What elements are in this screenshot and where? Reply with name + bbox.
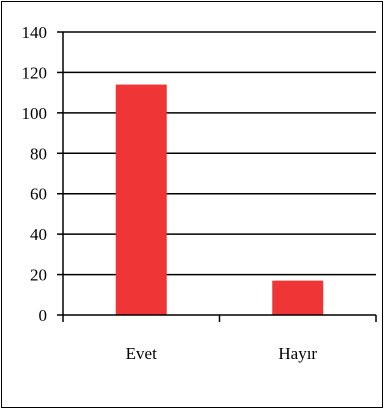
y-tick-label: 100 bbox=[22, 104, 48, 123]
axes bbox=[57, 31, 377, 322]
y-tick-label: 20 bbox=[30, 266, 47, 285]
bars bbox=[115, 84, 324, 315]
y-tick-label: 80 bbox=[30, 144, 47, 163]
y-tick-label: 0 bbox=[39, 306, 48, 325]
y-tick-label: 40 bbox=[30, 225, 47, 244]
y-tick-label: 60 bbox=[30, 185, 47, 204]
bar-1 bbox=[115, 84, 167, 315]
x-category-label: Evet bbox=[126, 344, 157, 363]
x-category-label: Hayır bbox=[278, 344, 317, 363]
grid-lines bbox=[63, 31, 376, 276]
y-tick-label: 120 bbox=[22, 63, 48, 82]
labels: 0 20 40 60 80 100 120 140 Evet Hayır bbox=[22, 23, 318, 363]
bar-2 bbox=[272, 280, 324, 315]
y-tick-label: 140 bbox=[22, 23, 48, 42]
